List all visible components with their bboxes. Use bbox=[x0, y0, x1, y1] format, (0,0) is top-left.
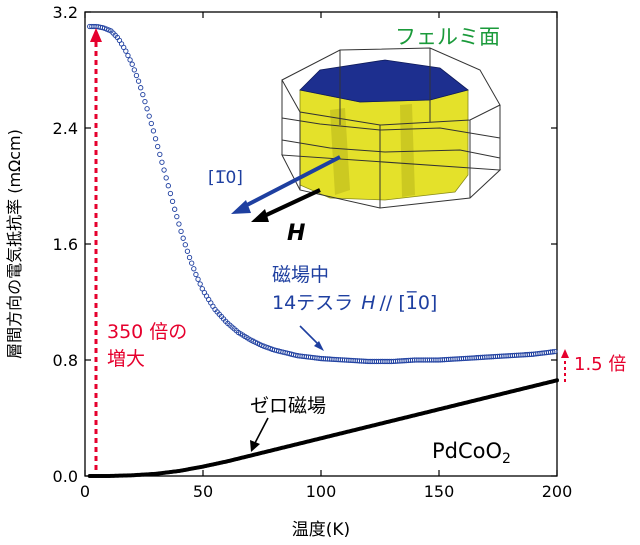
field-pointer-head bbox=[314, 341, 324, 351]
direction-label: [1̅0] bbox=[208, 168, 243, 188]
y-tick-label: 0.0 bbox=[53, 467, 78, 486]
field-arrow-head bbox=[251, 209, 269, 222]
x-tick-label: 200 bbox=[542, 482, 573, 501]
compound-label-subscript: 2 bbox=[502, 451, 511, 467]
field-data-point bbox=[138, 85, 144, 91]
field-data-point bbox=[123, 48, 129, 54]
field-data-point bbox=[189, 260, 195, 266]
field-data-point bbox=[167, 190, 174, 197]
field-data-point bbox=[193, 271, 199, 278]
field-data-point bbox=[140, 92, 146, 98]
field-data-point bbox=[178, 228, 184, 235]
field-data-point bbox=[152, 136, 159, 142]
field-data-point bbox=[169, 198, 176, 205]
field-data-point bbox=[131, 67, 137, 73]
series-zero-field bbox=[87, 378, 559, 478]
y-tick-label: 3.2 bbox=[53, 3, 78, 22]
field-data-point bbox=[186, 254, 193, 261]
field-data-point bbox=[550, 349, 556, 355]
x-tick-label: 100 bbox=[306, 482, 337, 501]
field-data-point bbox=[127, 57, 133, 63]
field-data-point bbox=[144, 106, 150, 112]
fermi-surface-side bbox=[299, 89, 469, 201]
ratio-arrow-head bbox=[561, 349, 569, 358]
direction-arrow-shaft bbox=[242, 155, 341, 209]
field-series-label-strength: 14テスラ bbox=[272, 292, 353, 314]
fermi-surface-top bbox=[299, 59, 469, 103]
field-data-point bbox=[125, 52, 131, 59]
compound-label: PdCoO2 bbox=[432, 439, 511, 467]
y-tick-label: 1.6 bbox=[53, 235, 78, 254]
field-data-point bbox=[165, 183, 171, 189]
field-data-point bbox=[552, 348, 558, 355]
field-data-point bbox=[182, 242, 188, 248]
x-tick-label: 150 bbox=[424, 482, 455, 501]
field-data-point bbox=[184, 248, 191, 254]
field-data-point bbox=[133, 72, 140, 79]
compound-label-main: PdCoO bbox=[432, 439, 502, 463]
zero-pointer-line bbox=[254, 417, 269, 444]
field-data-point bbox=[157, 151, 163, 158]
field-data-point bbox=[155, 143, 161, 150]
field-series-label-h: H bbox=[361, 292, 375, 314]
field-arrow-shaft bbox=[261, 188, 321, 219]
field-data-point bbox=[142, 98, 148, 105]
x-tick-label: 50 bbox=[193, 482, 213, 501]
field-data-point bbox=[135, 78, 142, 84]
field-data-point bbox=[150, 128, 157, 134]
fermi-surface-shading bbox=[330, 104, 415, 197]
field-data-point bbox=[148, 120, 154, 127]
field-data-point bbox=[180, 235, 186, 241]
field-data-point bbox=[191, 266, 197, 272]
zero-field-data-point bbox=[555, 378, 559, 383]
fermi-surface-label: フェルミ面 bbox=[395, 25, 500, 49]
field-data-point bbox=[199, 286, 205, 292]
increase-label-line1: 350 倍の bbox=[107, 321, 187, 343]
field-data-point bbox=[159, 159, 165, 165]
field-data-point bbox=[129, 61, 135, 67]
series-field bbox=[87, 23, 558, 365]
field-series-label-line1: 磁場中 bbox=[272, 264, 329, 286]
field-h-label: H bbox=[287, 221, 305, 246]
zero-pointer-head bbox=[250, 440, 260, 452]
y-axis-label: 層間方向の電気抵抗率 (mΩcm) bbox=[5, 129, 24, 359]
y-tick-label: 0.8 bbox=[53, 351, 78, 370]
direction-arrow-head bbox=[231, 200, 251, 214]
field-data-point bbox=[163, 175, 169, 181]
field-series-label-direction: // [1̅0] bbox=[379, 290, 437, 314]
ratio-label: 1.5 倍 bbox=[574, 354, 626, 375]
field-data-point bbox=[146, 113, 152, 119]
field-data-point bbox=[174, 213, 180, 220]
field-data-point bbox=[195, 276, 201, 282]
field-pointer-line bbox=[299, 325, 321, 347]
axis-ticks: 0 50 100 150 200 0.0 0.8 1.6 2.4 3.2 bbox=[53, 3, 573, 501]
field-data-point bbox=[161, 167, 167, 173]
field-data-point bbox=[172, 206, 178, 212]
zero-field-label: ゼロ磁場 bbox=[250, 395, 326, 417]
increase-label-line2: 増大 bbox=[107, 348, 145, 370]
x-tick-label: 0 bbox=[80, 482, 90, 501]
fermi-surface-illustration bbox=[231, 47, 502, 222]
field-data-point bbox=[176, 221, 182, 227]
x-axis-label: 温度(K) bbox=[292, 520, 350, 540]
field-series-label-line2: 14テスラ H// [1̅0] bbox=[272, 290, 437, 314]
y-tick-label: 2.4 bbox=[53, 119, 78, 138]
field-data-point bbox=[197, 281, 203, 287]
increase-arrow-head bbox=[90, 28, 102, 42]
